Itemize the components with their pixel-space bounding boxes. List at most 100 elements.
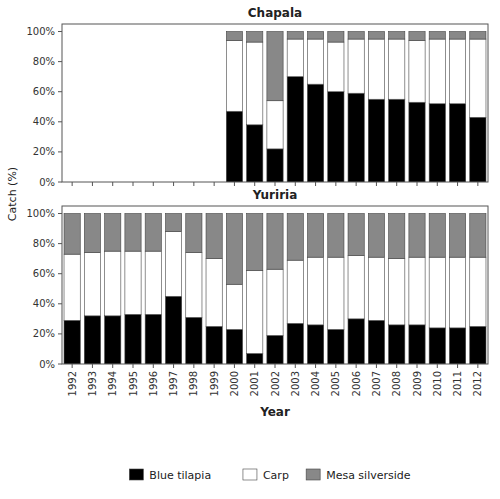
bar-segment bbox=[328, 214, 344, 258]
bar-segment bbox=[287, 32, 303, 40]
x-tick-label: 2006 bbox=[351, 371, 362, 396]
x-tick-label: 1993 bbox=[87, 371, 98, 396]
bar-segment bbox=[348, 32, 364, 40]
bar-segment bbox=[389, 214, 405, 259]
bar-segment bbox=[470, 32, 486, 40]
x-tick bbox=[477, 182, 478, 186]
x-tick bbox=[214, 364, 215, 368]
bar-segment bbox=[145, 251, 161, 314]
bar-segment bbox=[449, 257, 465, 328]
x-tick bbox=[72, 364, 73, 368]
x-tick bbox=[295, 182, 296, 186]
y-tick-label: 0% bbox=[39, 359, 55, 370]
bar-segment bbox=[145, 214, 161, 252]
bar-segment bbox=[328, 42, 344, 92]
bar-segment bbox=[267, 149, 283, 182]
x-tick bbox=[315, 182, 316, 186]
legend-label: Carp bbox=[263, 469, 289, 482]
legend-label: Blue tilapia bbox=[149, 469, 211, 482]
x-tick-label: 2004 bbox=[310, 371, 321, 396]
y-tick-label: 0% bbox=[39, 177, 55, 188]
bar-segment bbox=[226, 111, 242, 182]
x-tick bbox=[457, 364, 458, 368]
y-tick-label: 100% bbox=[26, 208, 55, 219]
bar-segment bbox=[287, 260, 303, 323]
x-tick-label: 1997 bbox=[168, 371, 179, 396]
legend-swatch bbox=[306, 469, 320, 480]
bar-segment bbox=[368, 214, 384, 258]
bar-segment bbox=[287, 323, 303, 364]
subplot: Chapala0%20%40%60%80%100%Catch (%) bbox=[6, 6, 488, 221]
bar-segment bbox=[328, 329, 344, 364]
x-tick bbox=[133, 182, 134, 186]
x-tick bbox=[437, 182, 438, 186]
bar-segment bbox=[307, 84, 323, 182]
bar-segment bbox=[226, 284, 242, 329]
bar-segment bbox=[226, 329, 242, 364]
x-tick-label: 2009 bbox=[412, 371, 423, 396]
plot-frame bbox=[62, 24, 488, 182]
x-tick bbox=[72, 182, 73, 186]
bar-segment bbox=[165, 214, 181, 232]
x-tick bbox=[335, 182, 336, 186]
bar-segment bbox=[64, 214, 80, 255]
bar-segment bbox=[165, 232, 181, 297]
y-tick-label: 100% bbox=[26, 26, 55, 37]
y-tick-label: 80% bbox=[33, 238, 55, 249]
bar-segment bbox=[449, 39, 465, 104]
bar-segment bbox=[307, 325, 323, 364]
x-tick bbox=[295, 364, 296, 368]
bar-segment bbox=[165, 296, 181, 364]
bar-segment bbox=[429, 257, 445, 328]
x-axis-label: Year bbox=[259, 405, 290, 419]
x-tick-label: 2000 bbox=[229, 371, 240, 396]
bar-segment bbox=[449, 104, 465, 182]
bar-segment bbox=[328, 257, 344, 329]
bar-segment bbox=[84, 214, 100, 253]
x-tick-label: 2001 bbox=[249, 371, 260, 396]
bar-segment bbox=[409, 325, 425, 364]
bar-segment bbox=[470, 326, 486, 364]
legend: Blue tilapia Carp Mesa silverside bbox=[129, 469, 410, 482]
x-tick-label: 1995 bbox=[128, 371, 139, 396]
bar-segment bbox=[267, 32, 283, 101]
bar-segment bbox=[449, 328, 465, 364]
x-tick-label: 1998 bbox=[188, 371, 199, 396]
bar-segment bbox=[470, 257, 486, 326]
x-tick-label: 2003 bbox=[290, 371, 301, 396]
x-tick bbox=[254, 182, 255, 186]
bar-segment bbox=[449, 214, 465, 258]
bar-segment bbox=[247, 125, 263, 182]
x-tick bbox=[417, 364, 418, 368]
bar-segment bbox=[348, 214, 364, 256]
legend-label: Mesa silverside bbox=[326, 469, 411, 482]
bar-segment bbox=[186, 253, 202, 318]
bars bbox=[64, 214, 486, 364]
bar-segment bbox=[328, 32, 344, 43]
x-tick bbox=[396, 182, 397, 186]
bar-segment bbox=[409, 41, 425, 103]
y-tick-label: 20% bbox=[33, 328, 55, 339]
y-tick bbox=[58, 151, 62, 152]
bar-segment bbox=[368, 32, 384, 40]
x-tick bbox=[396, 364, 397, 368]
y-tick bbox=[58, 273, 62, 274]
bar-segment bbox=[409, 32, 425, 41]
y-tick-label: 60% bbox=[33, 86, 55, 97]
bar-segment bbox=[247, 271, 263, 354]
x-tick bbox=[417, 182, 418, 186]
y-tick-label: 40% bbox=[33, 116, 55, 127]
bar-segment bbox=[125, 214, 141, 252]
bar-segment bbox=[267, 101, 283, 149]
bar-segment bbox=[470, 39, 486, 117]
bar-segment bbox=[105, 214, 121, 252]
x-tick bbox=[437, 364, 438, 368]
bar-segment bbox=[307, 257, 323, 325]
y-tick bbox=[58, 121, 62, 122]
x-tick bbox=[315, 364, 316, 368]
x-tick bbox=[234, 182, 235, 186]
bar-segment bbox=[429, 214, 445, 258]
bar-segment bbox=[368, 39, 384, 99]
x-tick bbox=[153, 364, 154, 368]
bar-segment bbox=[348, 39, 364, 93]
